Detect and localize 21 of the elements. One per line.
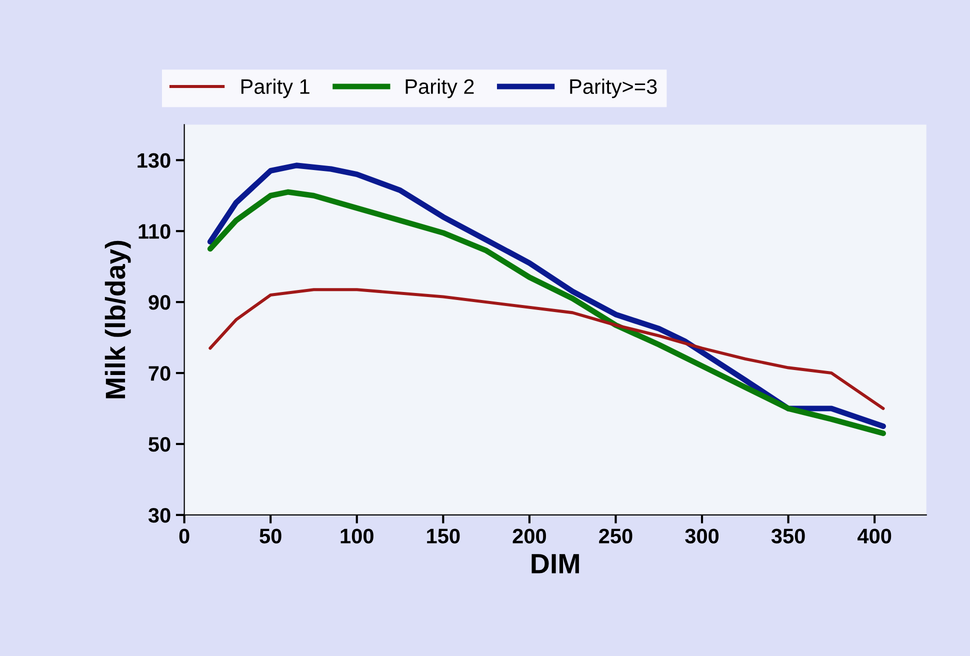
y-tick-label: 70 <box>148 366 170 381</box>
x-axis-title: DIM <box>532 554 579 574</box>
legend-label: Parity 2 <box>406 78 474 98</box>
x-tick-label: 50 <box>260 528 282 544</box>
y-tick-label: 110 <box>138 224 170 239</box>
legend-label: Parity 1 <box>241 78 310 98</box>
x-tick-label: 0 <box>179 528 190 544</box>
y-tick-label: 50 <box>148 436 170 452</box>
x-tick-label: 100 <box>340 528 374 544</box>
x-tick-label: 150 <box>427 528 460 544</box>
x-tick-label: 400 <box>858 528 892 544</box>
y-tick-label: 90 <box>148 295 170 310</box>
y-tick-label: 30 <box>148 508 170 523</box>
y-tick-label: 130 <box>138 153 170 168</box>
line-series <box>208 288 885 410</box>
x-tick-label: 250 <box>599 528 632 544</box>
x-tick-label: 200 <box>512 528 546 544</box>
x-tick-label: 350 <box>771 528 805 544</box>
legend-label: Parity>=3 <box>570 78 657 98</box>
x-tick-label: 300 <box>685 528 719 544</box>
y-axis-title: Milk (lb/day) <box>104 240 131 398</box>
